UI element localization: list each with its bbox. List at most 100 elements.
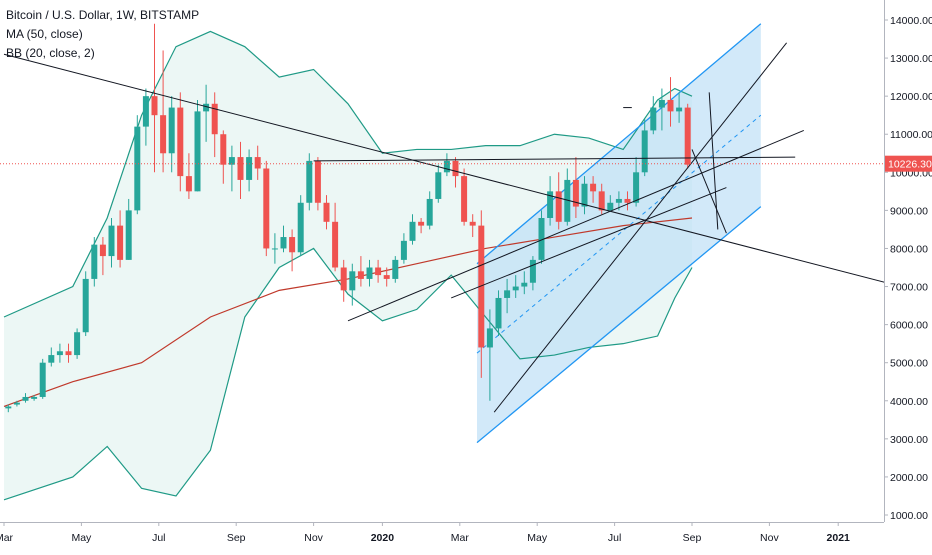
- candle: [366, 259, 373, 287]
- y-tick-label: 4000.00: [890, 396, 928, 408]
- x-tick-label: Jul: [152, 532, 165, 544]
- x-tick-label: 2020: [371, 532, 395, 544]
- x-tick-label: Mar: [0, 532, 14, 544]
- candle-body: [598, 191, 605, 211]
- candle-body: [314, 160, 321, 203]
- candle: [220, 130, 227, 184]
- candle: [555, 172, 562, 230]
- candle-body: [332, 221, 339, 268]
- candle-body: [624, 198, 631, 203]
- candle: [624, 191, 631, 211]
- candle: [125, 198, 132, 260]
- candle-body: [39, 362, 46, 397]
- price-tag-bg: [885, 155, 932, 172]
- candle: [426, 191, 433, 230]
- candle-body: [435, 172, 442, 199]
- candle-body: [555, 191, 562, 222]
- trend-line: [3, 53, 884, 283]
- candle-body: [297, 202, 304, 253]
- candle-body: [426, 198, 433, 226]
- chart-legend: Bitcoin / U.S. Dollar, 1W, BITSTAMP MA (…: [6, 6, 199, 63]
- candle: [633, 157, 640, 207]
- candle-body: [615, 198, 622, 203]
- candle-body: [117, 225, 124, 260]
- candle: [581, 176, 588, 215]
- bollinger-band-fill: [4, 31, 692, 500]
- candle: [177, 92, 184, 192]
- candle-body: [564, 179, 571, 222]
- ma-50-line: [3, 217, 693, 408]
- candle: [211, 92, 218, 158]
- plot-content: [0, 23, 884, 501]
- candle: [650, 96, 657, 135]
- y-tick-label: 7000.00: [890, 282, 928, 294]
- candle-body: [108, 225, 115, 257]
- candle-body: [220, 134, 227, 165]
- candle-body: [641, 130, 648, 173]
- x-tick-label: Sep: [227, 532, 246, 544]
- candle-body: [203, 103, 210, 112]
- candle-body: [246, 157, 253, 180]
- candle: [271, 233, 278, 264]
- candle-body: [667, 99, 674, 112]
- candle-body: [607, 202, 614, 211]
- legend-bb[interactable]: BB (20, close, 2): [6, 46, 95, 60]
- candle-body: [82, 278, 89, 333]
- y-tick-label: 5000.00: [890, 358, 928, 370]
- candle-body: [289, 237, 296, 253]
- candle-body: [409, 221, 416, 241]
- candle: [56, 343, 63, 363]
- candle-body: [486, 328, 493, 348]
- price-tag-label: 10226.30: [888, 159, 932, 171]
- candle-body: [65, 351, 72, 356]
- trend-line: [451, 187, 727, 299]
- y-tick-label: 1000.00: [890, 510, 928, 522]
- candle: [340, 259, 347, 302]
- candle: [667, 77, 674, 127]
- candle: [521, 271, 528, 295]
- candle: [383, 267, 390, 287]
- legend-ma[interactable]: MA (50, close): [6, 27, 83, 41]
- candle-body: [74, 332, 81, 356]
- candle-body: [168, 107, 175, 154]
- candle: [529, 256, 536, 291]
- candle: [5, 404, 12, 413]
- x-tick-label: Mar: [451, 532, 470, 544]
- candle: [22, 393, 29, 403]
- candle-body: [366, 267, 373, 279]
- candle-body: [228, 157, 235, 165]
- candle: [409, 214, 416, 245]
- candle-body: [392, 259, 399, 279]
- candle-body: [478, 225, 485, 348]
- candle: [13, 400, 20, 407]
- candle: [91, 237, 98, 287]
- candle: [39, 358, 46, 399]
- candle-body: [633, 172, 640, 203]
- candle-body: [271, 248, 278, 250]
- candle: [263, 160, 270, 257]
- legend-symbol[interactable]: Bitcoin / U.S. Dollar, 1W, BITSTAMP: [6, 8, 200, 22]
- candle-body: [443, 160, 450, 173]
- x-tick-label: May: [527, 532, 548, 544]
- x-tick-label: Nov: [760, 532, 779, 544]
- candle: [168, 96, 175, 173]
- candle-body: [590, 183, 597, 192]
- candle-body: [547, 191, 554, 218]
- candle: [246, 149, 253, 192]
- candle-body: [48, 355, 55, 363]
- y-tick-label: 9000.00: [890, 205, 928, 217]
- candle-body: [151, 96, 158, 116]
- current-price-tag[interactable]: 10226.30: [885, 155, 932, 172]
- candle: [538, 210, 545, 264]
- candle-body: [263, 168, 270, 249]
- candle-body: [650, 107, 657, 131]
- candle: [443, 153, 450, 177]
- candle-body: [521, 282, 528, 287]
- y-tick-label: 12000.00: [890, 91, 932, 103]
- channel-upper-line: [476, 23, 762, 265]
- candle: [418, 218, 425, 234]
- candle: [375, 259, 382, 283]
- candle-body: [306, 160, 313, 203]
